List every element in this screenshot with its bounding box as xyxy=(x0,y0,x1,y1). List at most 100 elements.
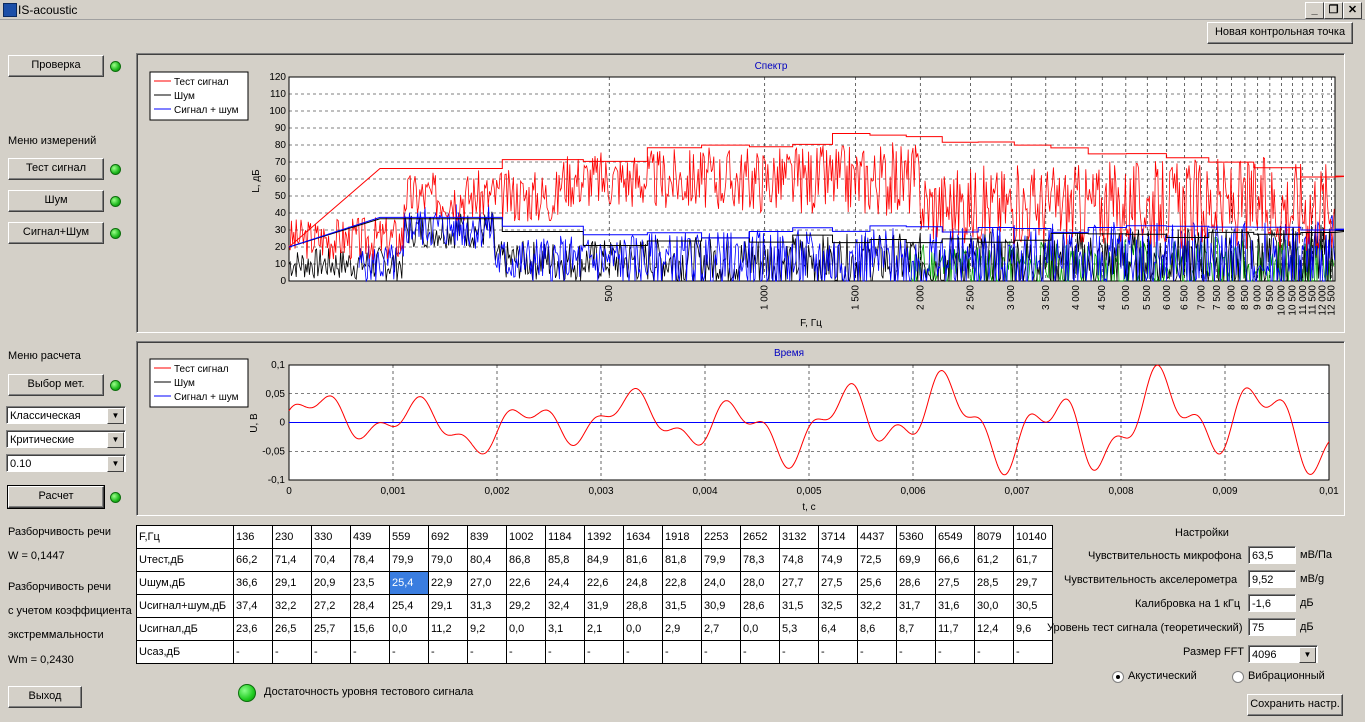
check-button[interactable]: Проверка xyxy=(8,55,104,77)
table-cell[interactable]: - xyxy=(545,640,585,664)
table-cell[interactable]: 24,0 xyxy=(701,571,741,595)
table-cell[interactable]: 72,5 xyxy=(857,548,897,572)
table-cell[interactable]: - xyxy=(974,640,1014,664)
close-icon[interactable]: ✕ xyxy=(1343,2,1362,19)
signal-noise-button[interactable]: Сигнал+Шум xyxy=(8,222,104,244)
table-cell[interactable]: 1918 xyxy=(662,525,702,549)
new-checkpoint-button[interactable]: Новая контрольная точка xyxy=(1207,22,1353,44)
table-cell[interactable]: 2253 xyxy=(701,525,741,549)
calc-button[interactable]: Расчет xyxy=(7,485,105,509)
method-combo[interactable]: Классическая ▼ xyxy=(6,406,126,424)
table-cell[interactable]: 22,9 xyxy=(428,571,468,595)
table-cell[interactable]: 28,5 xyxy=(974,571,1014,595)
table-cell[interactable]: 81,8 xyxy=(662,548,702,572)
table-cell[interactable]: 23,5 xyxy=(350,571,390,595)
table-cell[interactable]: 22,6 xyxy=(506,571,546,595)
table-cell[interactable]: 4437 xyxy=(857,525,897,549)
table-cell[interactable]: 71,4 xyxy=(272,548,312,572)
table-cell[interactable]: 66,6 xyxy=(935,548,975,572)
table-cell[interactable]: 29,1 xyxy=(272,571,312,595)
table-cell[interactable]: 2,1 xyxy=(584,617,624,641)
table-cell[interactable]: 136 xyxy=(233,525,273,549)
table-cell[interactable]: 25,4 xyxy=(389,571,429,595)
table-cell[interactable]: - xyxy=(584,640,624,664)
table-cell[interactable]: - xyxy=(467,640,507,664)
table-cell[interactable]: 230 xyxy=(272,525,312,549)
table-cell[interactable]: 22,6 xyxy=(584,571,624,595)
table-cell[interactable]: 5,3 xyxy=(779,617,819,641)
table-cell[interactable]: 839 xyxy=(467,525,507,549)
table-cell[interactable]: 29,1 xyxy=(428,594,468,618)
table-cell[interactable]: 0,0 xyxy=(623,617,663,641)
table-cell[interactable]: 78,3 xyxy=(740,548,780,572)
table-cell[interactable]: 9,6 xyxy=(1013,617,1053,641)
table-cell[interactable]: 36,6 xyxy=(233,571,273,595)
table-cell[interactable]: 70,4 xyxy=(311,548,351,572)
table-cell[interactable]: 10140 xyxy=(1013,525,1053,549)
table-cell[interactable]: 69,9 xyxy=(896,548,936,572)
row-header-cell[interactable]: Uшум,дБ xyxy=(136,571,234,595)
exit-button[interactable]: Выход xyxy=(8,686,82,708)
table-cell[interactable]: 32,5 xyxy=(818,594,858,618)
table-cell[interactable]: 8,7 xyxy=(896,617,936,641)
table-cell[interactable]: - xyxy=(701,640,741,664)
row-header-cell[interactable]: Uсигнал+шум,дБ xyxy=(136,594,234,618)
table-cell[interactable]: 74,9 xyxy=(818,548,858,572)
table-cell[interactable]: 80,4 xyxy=(467,548,507,572)
table-cell[interactable]: - xyxy=(1013,640,1053,664)
table-cell[interactable]: 27,7 xyxy=(779,571,819,595)
table-cell[interactable]: - xyxy=(350,640,390,664)
table-cell[interactable]: 28,6 xyxy=(896,571,936,595)
table-cell[interactable]: 29,2 xyxy=(506,594,546,618)
table-cell[interactable]: 27,5 xyxy=(818,571,858,595)
table-cell[interactable]: 3,1 xyxy=(545,617,585,641)
level-field[interactable]: 75 xyxy=(1248,618,1296,636)
table-cell[interactable]: 1002 xyxy=(506,525,546,549)
method-button[interactable]: Выбор мет. xyxy=(8,374,104,396)
table-cell[interactable]: 30,9 xyxy=(701,594,741,618)
save-settings-button[interactable]: Сохранить настр. xyxy=(1247,694,1343,716)
chevron-down-icon[interactable]: ▼ xyxy=(1299,647,1316,663)
table-cell[interactable]: - xyxy=(623,640,663,664)
noise-button[interactable]: Шум xyxy=(8,190,104,212)
table-cell[interactable]: 8,6 xyxy=(857,617,897,641)
table-cell[interactable]: 31,5 xyxy=(662,594,702,618)
table-cell[interactable]: - xyxy=(896,640,936,664)
table-cell[interactable]: 23,6 xyxy=(233,617,273,641)
minimize-icon[interactable]: _ xyxy=(1305,2,1324,19)
acc-field[interactable]: 9,52 xyxy=(1248,570,1296,588)
table-cell[interactable]: 11,7 xyxy=(935,617,975,641)
table-cell[interactable]: 692 xyxy=(428,525,468,549)
table-cell[interactable]: - xyxy=(506,640,546,664)
table-cell[interactable]: 61,2 xyxy=(974,548,1014,572)
table-cell[interactable]: - xyxy=(272,640,312,664)
table-cell[interactable]: 27,5 xyxy=(935,571,975,595)
table-cell[interactable]: 37,4 xyxy=(233,594,273,618)
table-cell[interactable]: 24,4 xyxy=(545,571,585,595)
table-cell[interactable]: 15,6 xyxy=(350,617,390,641)
table-cell[interactable]: - xyxy=(428,640,468,664)
table-cell[interactable]: 30,5 xyxy=(1013,594,1053,618)
row-header-cell[interactable]: Uтест,дБ xyxy=(136,548,234,572)
table-cell[interactable]: 0,0 xyxy=(740,617,780,641)
mic-field[interactable]: 63,5 xyxy=(1248,546,1296,564)
table-cell[interactable]: - xyxy=(857,640,897,664)
table-cell[interactable]: 28,8 xyxy=(623,594,663,618)
table-cell[interactable]: 2,9 xyxy=(662,617,702,641)
table-cell[interactable]: 84,9 xyxy=(584,548,624,572)
table-cell[interactable]: 2,7 xyxy=(701,617,741,641)
table-cell[interactable]: 28,0 xyxy=(740,571,780,595)
table-cell[interactable]: 85,8 xyxy=(545,548,585,572)
table-cell[interactable]: 12,4 xyxy=(974,617,1014,641)
table-cell[interactable]: 3714 xyxy=(818,525,858,549)
table-cell[interactable]: 6549 xyxy=(935,525,975,549)
table-cell[interactable]: 27,2 xyxy=(311,594,351,618)
table-cell[interactable]: - xyxy=(935,640,975,664)
band-combo[interactable]: Критические ▼ xyxy=(6,430,126,448)
table-cell[interactable]: 32,2 xyxy=(272,594,312,618)
table-cell[interactable]: 79,9 xyxy=(389,548,429,572)
table-cell[interactable]: 31,7 xyxy=(896,594,936,618)
row-header-cell[interactable]: Uсаз,дБ xyxy=(136,640,234,664)
table-cell[interactable]: 31,9 xyxy=(584,594,624,618)
table-cell[interactable]: 559 xyxy=(389,525,429,549)
